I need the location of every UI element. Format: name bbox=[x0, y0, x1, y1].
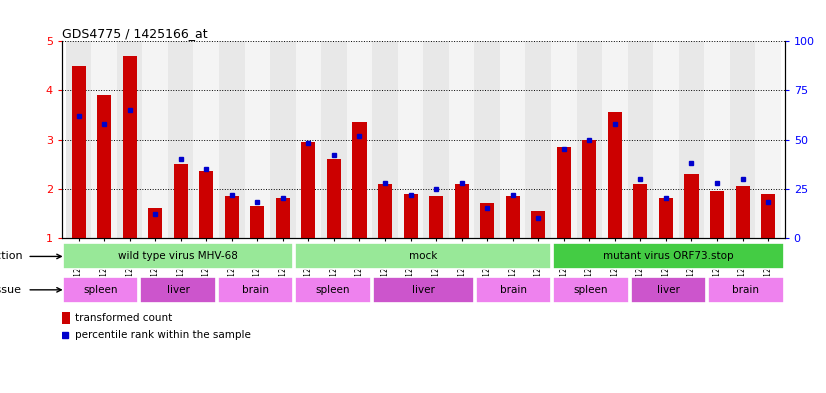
Bar bbox=[373, 41, 398, 238]
Bar bbox=[679, 41, 705, 238]
Bar bbox=[708, 277, 784, 303]
Bar bbox=[347, 41, 373, 238]
Bar bbox=[142, 41, 168, 238]
Bar bbox=[755, 41, 781, 238]
Text: infection: infection bbox=[0, 252, 22, 261]
Bar bbox=[608, 112, 622, 238]
Bar bbox=[353, 122, 367, 238]
Bar bbox=[199, 171, 213, 238]
Bar bbox=[373, 277, 474, 303]
Bar bbox=[685, 174, 699, 238]
Bar bbox=[193, 41, 219, 238]
Bar bbox=[634, 184, 648, 238]
Bar bbox=[480, 203, 494, 238]
Text: percentile rank within the sample: percentile rank within the sample bbox=[74, 330, 250, 340]
Bar bbox=[577, 41, 602, 238]
Text: liver: liver bbox=[167, 285, 189, 295]
Text: brain: brain bbox=[733, 285, 759, 295]
Bar bbox=[730, 41, 755, 238]
Bar bbox=[551, 41, 577, 238]
Bar bbox=[63, 243, 293, 270]
Bar bbox=[705, 41, 730, 238]
Text: GDS4775 / 1425166_at: GDS4775 / 1425166_at bbox=[62, 27, 207, 40]
Bar bbox=[628, 41, 653, 238]
Bar bbox=[557, 147, 571, 238]
Bar bbox=[63, 277, 138, 303]
Bar bbox=[398, 41, 423, 238]
Bar bbox=[602, 41, 628, 238]
Bar bbox=[659, 198, 673, 238]
Bar bbox=[173, 164, 188, 238]
Bar bbox=[321, 41, 347, 238]
Bar bbox=[761, 193, 775, 238]
Text: liver: liver bbox=[412, 285, 434, 295]
Text: brain: brain bbox=[242, 285, 269, 295]
Bar bbox=[92, 41, 116, 238]
Text: transformed count: transformed count bbox=[74, 313, 172, 323]
Bar bbox=[148, 208, 162, 238]
Bar bbox=[582, 140, 596, 238]
Bar bbox=[553, 277, 629, 303]
Bar bbox=[500, 41, 525, 238]
Bar bbox=[506, 196, 520, 238]
Bar bbox=[218, 277, 293, 303]
Bar bbox=[244, 41, 270, 238]
Bar bbox=[219, 41, 244, 238]
Bar bbox=[429, 196, 443, 238]
Bar bbox=[525, 41, 551, 238]
Bar bbox=[378, 184, 392, 238]
Bar bbox=[62, 312, 70, 323]
Bar bbox=[553, 243, 784, 270]
Bar bbox=[97, 95, 112, 238]
Bar bbox=[270, 41, 296, 238]
Text: mock: mock bbox=[409, 252, 438, 261]
Bar bbox=[476, 277, 551, 303]
Bar bbox=[122, 56, 136, 238]
Bar bbox=[474, 41, 500, 238]
Bar bbox=[710, 191, 724, 238]
Bar bbox=[404, 193, 418, 238]
Text: brain: brain bbox=[501, 285, 527, 295]
Bar bbox=[449, 41, 474, 238]
Bar bbox=[295, 243, 551, 270]
Bar bbox=[296, 41, 321, 238]
Bar bbox=[66, 41, 92, 238]
Bar bbox=[250, 206, 264, 238]
Text: spleen: spleen bbox=[83, 285, 118, 295]
Text: spleen: spleen bbox=[316, 285, 350, 295]
Text: spleen: spleen bbox=[574, 285, 609, 295]
Bar bbox=[531, 211, 545, 238]
Bar bbox=[653, 41, 679, 238]
Bar bbox=[327, 159, 341, 238]
Bar bbox=[454, 184, 468, 238]
Text: mutant virus ORF73.stop: mutant virus ORF73.stop bbox=[603, 252, 733, 261]
Text: wild type virus MHV-68: wild type virus MHV-68 bbox=[118, 252, 238, 261]
Bar bbox=[276, 198, 290, 238]
Bar bbox=[116, 41, 142, 238]
Bar bbox=[225, 196, 239, 238]
Bar bbox=[168, 41, 193, 238]
Bar bbox=[631, 277, 706, 303]
Text: liver: liver bbox=[657, 285, 680, 295]
Bar bbox=[735, 186, 749, 238]
Bar bbox=[72, 66, 86, 238]
Bar bbox=[140, 277, 216, 303]
Bar bbox=[295, 277, 371, 303]
Bar bbox=[423, 41, 449, 238]
Bar bbox=[301, 142, 316, 238]
Text: tissue: tissue bbox=[0, 285, 22, 295]
